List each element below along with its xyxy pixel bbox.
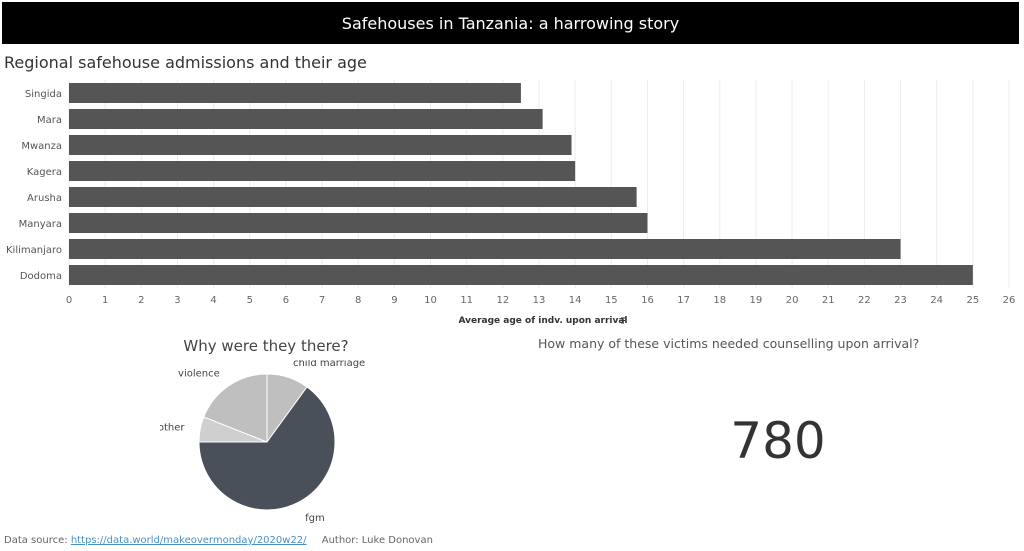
x-tick-label: 8	[355, 295, 361, 306]
category-label: Manyara	[19, 219, 62, 230]
x-tick-label: 14	[569, 295, 582, 306]
x-tick-label: 13	[533, 295, 546, 306]
pie-chart: child marriage fgm other violence	[160, 360, 365, 524]
bar-arusha[interactable]	[69, 187, 637, 207]
x-tick-label: 5	[247, 295, 253, 306]
x-tick-label: 6	[283, 295, 289, 306]
x-tick-label: 2	[138, 295, 144, 306]
category-label: Kilimanjaro	[6, 245, 62, 256]
x-tick-label: 9	[391, 295, 397, 306]
x-tick-label: 17	[677, 295, 690, 306]
x-tick-label: 12	[496, 295, 509, 306]
dashboard-title: Safehouses in Tanzania: a harrowing stor…	[341, 13, 680, 33]
category-label: Mara	[37, 115, 62, 126]
bar-kilimanjaro[interactable]	[69, 239, 901, 259]
x-tick-label: 18	[713, 295, 726, 306]
bar-chart: Singida Mara Mwanza Kagera Arusha Manyara Kili…	[6, 80, 1016, 326]
bar-kagera[interactable]	[69, 161, 576, 181]
x-tick-label: 3	[174, 295, 180, 306]
x-tick-label: 16	[641, 295, 654, 306]
x-tick-label: 11	[460, 295, 473, 306]
pie-slice-violence[interactable]	[203, 373, 268, 443]
bar-dodoma[interactable]	[69, 265, 973, 285]
x-tick-label: 10	[424, 295, 437, 306]
kpi-question: How many of these victims needed counsel…	[538, 336, 920, 351]
bar-manyara[interactable]	[69, 213, 648, 233]
author-credit: Author: Luke Donovan	[321, 535, 433, 546]
pie-slice-fgm[interactable]	[198, 386, 336, 511]
x-tick-label: 1	[102, 295, 108, 306]
x-tick-label: 24	[930, 295, 943, 306]
category-label: Kagera	[27, 167, 62, 178]
bar-mara[interactable]	[69, 109, 543, 129]
x-tick-label: 0	[66, 295, 72, 306]
x-tick-label: 23	[894, 295, 907, 306]
dashboard-banner: Safehouses in Tanzania: a harrowing stor…	[2, 2, 1019, 44]
x-axis-title: Average age of indv. upon arrival	[458, 316, 627, 326]
x-tick-label: 26	[1003, 295, 1016, 306]
pie-chart-title: Why were they there?	[183, 337, 349, 355]
category-label: Mwanza	[21, 141, 62, 152]
bar-mwanza[interactable]	[69, 135, 572, 155]
x-tick-label: 20	[786, 295, 799, 306]
x-tick-label: 4	[210, 295, 216, 306]
bar-singida[interactable]	[69, 83, 521, 103]
category-label: Singida	[25, 89, 62, 100]
footer: Data source: https://data.world/makeover…	[4, 535, 433, 546]
category-label: Arusha	[27, 193, 62, 204]
pie-label: violence	[178, 369, 220, 380]
sort-icon[interactable]	[621, 317, 626, 324]
source-label: Data source:	[4, 535, 68, 546]
category-label: Dodoma	[20, 271, 62, 282]
source-link[interactable]: https://data.world/makeovermonday/2020w2…	[70, 535, 307, 546]
pie-label: child marriage	[293, 360, 365, 369]
x-tick-label: 19	[750, 295, 763, 306]
x-tick-label: 21	[822, 295, 835, 306]
pie-label: other	[160, 422, 185, 433]
x-tick-label: 15	[605, 295, 618, 306]
pie-label: fgm	[305, 513, 325, 524]
x-tick-label: 25	[966, 295, 979, 306]
kpi-value: 780	[730, 412, 826, 470]
bar-chart-title: Regional safehouse admissions and their …	[4, 53, 367, 72]
x-tick-label: 7	[319, 295, 325, 306]
x-tick-label: 22	[858, 295, 871, 306]
